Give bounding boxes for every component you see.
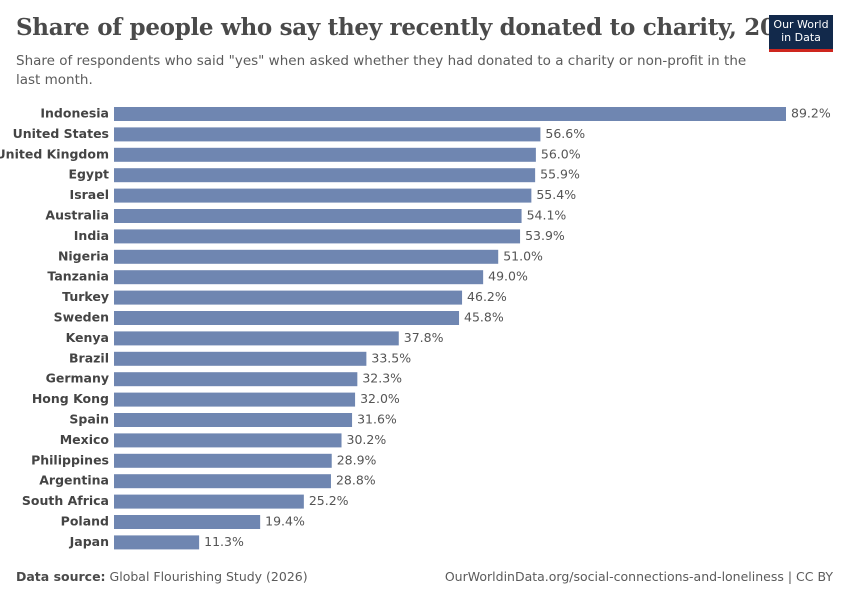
logo[interactable]: Our World in Data: [769, 15, 833, 52]
category-label: Egypt: [68, 167, 109, 182]
value-label: 28.9%: [337, 452, 377, 467]
value-label: 51.0%: [503, 248, 543, 263]
value-label: 56.0%: [541, 146, 581, 161]
value-label: 31.6%: [357, 412, 397, 427]
bar: [114, 168, 536, 183]
bar: [114, 270, 484, 285]
value-label: 32.3%: [362, 371, 402, 386]
bar: [114, 147, 536, 162]
value-label: 45.8%: [464, 310, 504, 325]
bar: [114, 453, 332, 468]
category-label: Hong Kong: [32, 391, 109, 406]
category-label: Spain: [69, 412, 109, 427]
category-label: Philippines: [31, 452, 109, 467]
value-label: 53.9%: [525, 228, 565, 243]
bar: [114, 188, 532, 203]
source: Global Flourishing Study (2026): [109, 569, 308, 584]
bar: [114, 494, 304, 509]
bar: [114, 372, 358, 387]
value-label: 49.0%: [488, 269, 528, 284]
bar: [114, 127, 541, 142]
category-label: Australia: [45, 208, 109, 223]
value-label: 11.3%: [204, 534, 244, 549]
category-label: Japan: [69, 534, 109, 549]
logo-line: in Data: [781, 31, 821, 44]
logo-line: Our World: [773, 18, 829, 31]
category-label: Kenya: [66, 330, 109, 345]
bar: [114, 311, 460, 325]
category-label: Nigeria: [58, 248, 109, 263]
value-label: 28.8%: [336, 473, 376, 488]
category-label: Turkey: [62, 289, 109, 304]
value-label: 55.4%: [536, 187, 576, 202]
value-label: 56.6%: [545, 126, 585, 141]
category-label: Brazil: [69, 350, 109, 365]
chart-subtitle: Share of respondents who said "yes" when…: [16, 53, 747, 88]
value-label: 37.8%: [404, 330, 444, 345]
bar: [114, 413, 353, 427]
bar: [114, 474, 331, 489]
bar: [114, 392, 356, 407]
bar: [114, 433, 342, 448]
value-label: 19.4%: [265, 514, 305, 529]
chart: Indonesia 89.2% United States 56.6% United K…: [0, 106, 831, 550]
category-label: Mexico: [60, 432, 110, 447]
footer-url[interactable]: OurWorldinData.org/social-connections-an…: [444, 569, 833, 584]
bar: [114, 209, 522, 223]
category-label: United Kingdom: [0, 146, 109, 161]
value-label: 54.1%: [527, 208, 567, 223]
category-label: Tanzania: [47, 269, 109, 284]
category-label: Indonesia: [40, 106, 109, 121]
value-label: 46.2%: [467, 289, 507, 304]
category-label: Germany: [46, 371, 109, 386]
bar: [114, 515, 261, 529]
bar: [114, 249, 499, 264]
bar: [114, 535, 200, 550]
category-label: South Africa: [22, 493, 109, 508]
category-label: Argentina: [39, 473, 109, 488]
value-label: 55.9%: [540, 167, 580, 182]
source-label: Data source:: [16, 569, 106, 584]
value-label: 89.2%: [791, 106, 831, 121]
footer-source: Data source: Global Flourishing Study (2…: [16, 569, 308, 584]
value-label: 32.0%: [360, 391, 400, 406]
bar: [114, 351, 367, 366]
value-label: 30.2%: [347, 432, 387, 447]
bar: [114, 229, 521, 244]
bar: [114, 290, 463, 305]
value-label: 25.2%: [309, 493, 349, 508]
category-label: Israel: [70, 187, 109, 202]
chart-title: Share of people who say they recently do…: [16, 14, 808, 41]
category-label: Poland: [61, 514, 109, 529]
bar: [114, 331, 399, 346]
bar: [114, 107, 786, 121]
category-label: United States: [13, 126, 109, 141]
category-label: India: [74, 228, 109, 243]
category-label: Sweden: [54, 310, 109, 325]
value-label: 33.5%: [371, 350, 411, 365]
